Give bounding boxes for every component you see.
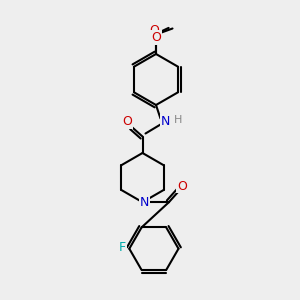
Text: O: O xyxy=(150,24,159,38)
Text: N: N xyxy=(160,115,170,128)
Text: H: H xyxy=(174,115,183,125)
Text: F: F xyxy=(119,241,126,254)
Text: O: O xyxy=(151,31,161,44)
Text: N: N xyxy=(140,196,149,209)
Text: O: O xyxy=(177,179,187,193)
Text: O: O xyxy=(123,115,132,128)
